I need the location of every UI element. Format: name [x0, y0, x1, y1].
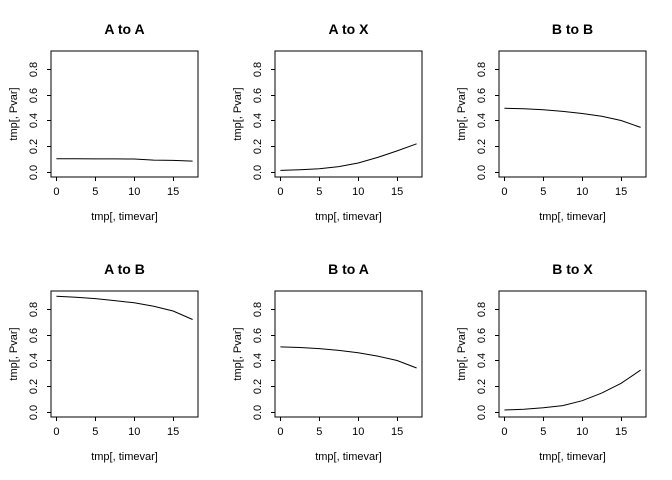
y-tick-label: 0.4 [476, 113, 488, 128]
x-tick-label: 5 [92, 426, 98, 438]
x-tick-label: 10 [352, 426, 364, 438]
x-tick-label: 0 [53, 186, 59, 198]
line-chart-a-to-b: 0 5 10 15 0.0 0.2 0.4 0.6 0.8 [28, 290, 199, 438]
panel-title: B to X [552, 261, 593, 277]
y-tick-label: 0.8 [28, 62, 40, 77]
y-tick-label: 0.2 [28, 139, 40, 154]
y-tick-label: 0.6 [252, 328, 264, 343]
x-tick-label: 5 [316, 426, 322, 438]
x-tick-label: 5 [540, 186, 546, 198]
data-line [280, 346, 417, 369]
y-tick-label: 0.0 [476, 165, 488, 180]
y-tick-label: 0.4 [252, 353, 264, 368]
x-axis-label: tmp[, timevar] [91, 211, 158, 223]
plot-box [274, 50, 423, 178]
y-tick-label: 0.6 [28, 328, 40, 343]
x-tick-label: 0 [501, 426, 507, 438]
x-tick-label: 15 [167, 426, 179, 438]
y-tick-label: 0.2 [28, 379, 40, 394]
y-tick-label: 0.0 [28, 405, 40, 420]
x-tick-label: 10 [576, 186, 588, 198]
x-tick-label: 15 [615, 186, 627, 198]
panel-b-to-b: B to B tmp[, Pvar] 0 5 10 15 0.0 0.2 0.4 0.6 0.8… [448, 0, 672, 240]
x-axis-label: tmp[, timevar] [539, 451, 606, 463]
data-line [504, 107, 641, 128]
panel-title: B to A [328, 261, 369, 277]
y-tick-label: 0.6 [28, 88, 40, 103]
y-tick-label: 0.6 [476, 88, 488, 103]
y-tick-label: 0.8 [252, 62, 264, 77]
panel-a-to-a: A to A tmp[, Pvar] 0 5 10 15 0.0 0.2 0.4 0.6 0.8… [0, 0, 224, 240]
y-tick-label: 0.4 [252, 113, 264, 128]
plot-box [498, 290, 647, 418]
y-tick-label: 0.2 [252, 139, 264, 154]
line-chart-a-to-x: 0 5 10 15 0.0 0.2 0.4 0.6 0.8 [252, 50, 423, 198]
panel-title: A to B [104, 261, 145, 277]
plot-box [274, 290, 423, 418]
panel-title: A to X [328, 21, 369, 37]
x-tick-label: 10 [128, 426, 140, 438]
x-tick-label: 0 [53, 426, 59, 438]
y-tick-label: 0.2 [252, 379, 264, 394]
y-tick-label: 0.2 [476, 139, 488, 154]
x-axis-label: tmp[, timevar] [539, 211, 606, 223]
y-tick-label: 0.8 [28, 302, 40, 317]
y-tick-label: 0.8 [476, 62, 488, 77]
y-tick-label: 0.8 [476, 302, 488, 317]
line-chart-b-to-b: 0 5 10 15 0.0 0.2 0.4 0.6 0.8 [476, 50, 647, 198]
panel-b-to-x: B to X tmp[, Pvar] 0 5 10 15 0.0 0.2 0.4 0.6 0.8… [448, 240, 672, 480]
x-axis-label: tmp[, timevar] [315, 451, 382, 463]
data-line [56, 158, 193, 162]
panel-b-to-a: B to A tmp[, Pvar] 0 5 10 15 0.0 0.2 0.4 0.6 0.8… [224, 240, 448, 480]
x-tick-label: 10 [352, 186, 364, 198]
x-axis-label: tmp[, timevar] [91, 451, 158, 463]
x-tick-label: 10 [576, 426, 588, 438]
y-tick-label: 0.8 [252, 302, 264, 317]
data-line [504, 369, 641, 411]
plot-box [50, 50, 199, 178]
panel-title: B to B [551, 21, 594, 37]
x-axis-label: tmp[, timevar] [315, 211, 382, 223]
x-tick-label: 15 [391, 426, 403, 438]
x-tick-label: 0 [277, 426, 283, 438]
data-line [280, 143, 417, 171]
panel-title: A to A [104, 21, 145, 37]
plot-box [498, 50, 647, 178]
y-tick-label: 0.0 [252, 165, 264, 180]
panel-a-to-b: A to B tmp[, Pvar] 0 5 10 15 0.0 0.2 0.4 0.6 0.8… [0, 240, 224, 480]
y-tick-label: 0.0 [476, 405, 488, 420]
y-tick-label: 0.0 [252, 405, 264, 420]
plot-box [50, 290, 199, 418]
x-tick-label: 5 [316, 186, 322, 198]
panel-a-to-x: A to X tmp[, Pvar] 0 5 10 15 0.0 0.2 0.4 0.6 0.8… [224, 0, 448, 240]
y-tick-label: 0.2 [476, 379, 488, 394]
x-tick-label: 15 [391, 186, 403, 198]
line-chart-a-to-a: 0 5 10 15 0.0 0.2 0.4 0.6 0.8 [28, 50, 199, 198]
x-tick-label: 0 [277, 186, 283, 198]
x-tick-label: 10 [128, 186, 140, 198]
y-tick-label: 0.6 [476, 328, 488, 343]
x-tick-label: 0 [501, 186, 507, 198]
line-chart-b-to-x: 0 5 10 15 0.0 0.2 0.4 0.6 0.8 [476, 290, 647, 438]
y-tick-label: 0.0 [28, 165, 40, 180]
y-tick-label: 0.4 [28, 113, 40, 128]
x-tick-label: 5 [92, 186, 98, 198]
x-tick-label: 5 [540, 426, 546, 438]
x-tick-label: 15 [615, 426, 627, 438]
x-tick-label: 15 [167, 186, 179, 198]
y-tick-label: 0.4 [476, 353, 488, 368]
data-line [56, 295, 193, 320]
line-chart-b-to-a: 0 5 10 15 0.0 0.2 0.4 0.6 0.8 [252, 290, 423, 438]
y-tick-label: 0.4 [28, 353, 40, 368]
y-tick-label: 0.6 [252, 88, 264, 103]
